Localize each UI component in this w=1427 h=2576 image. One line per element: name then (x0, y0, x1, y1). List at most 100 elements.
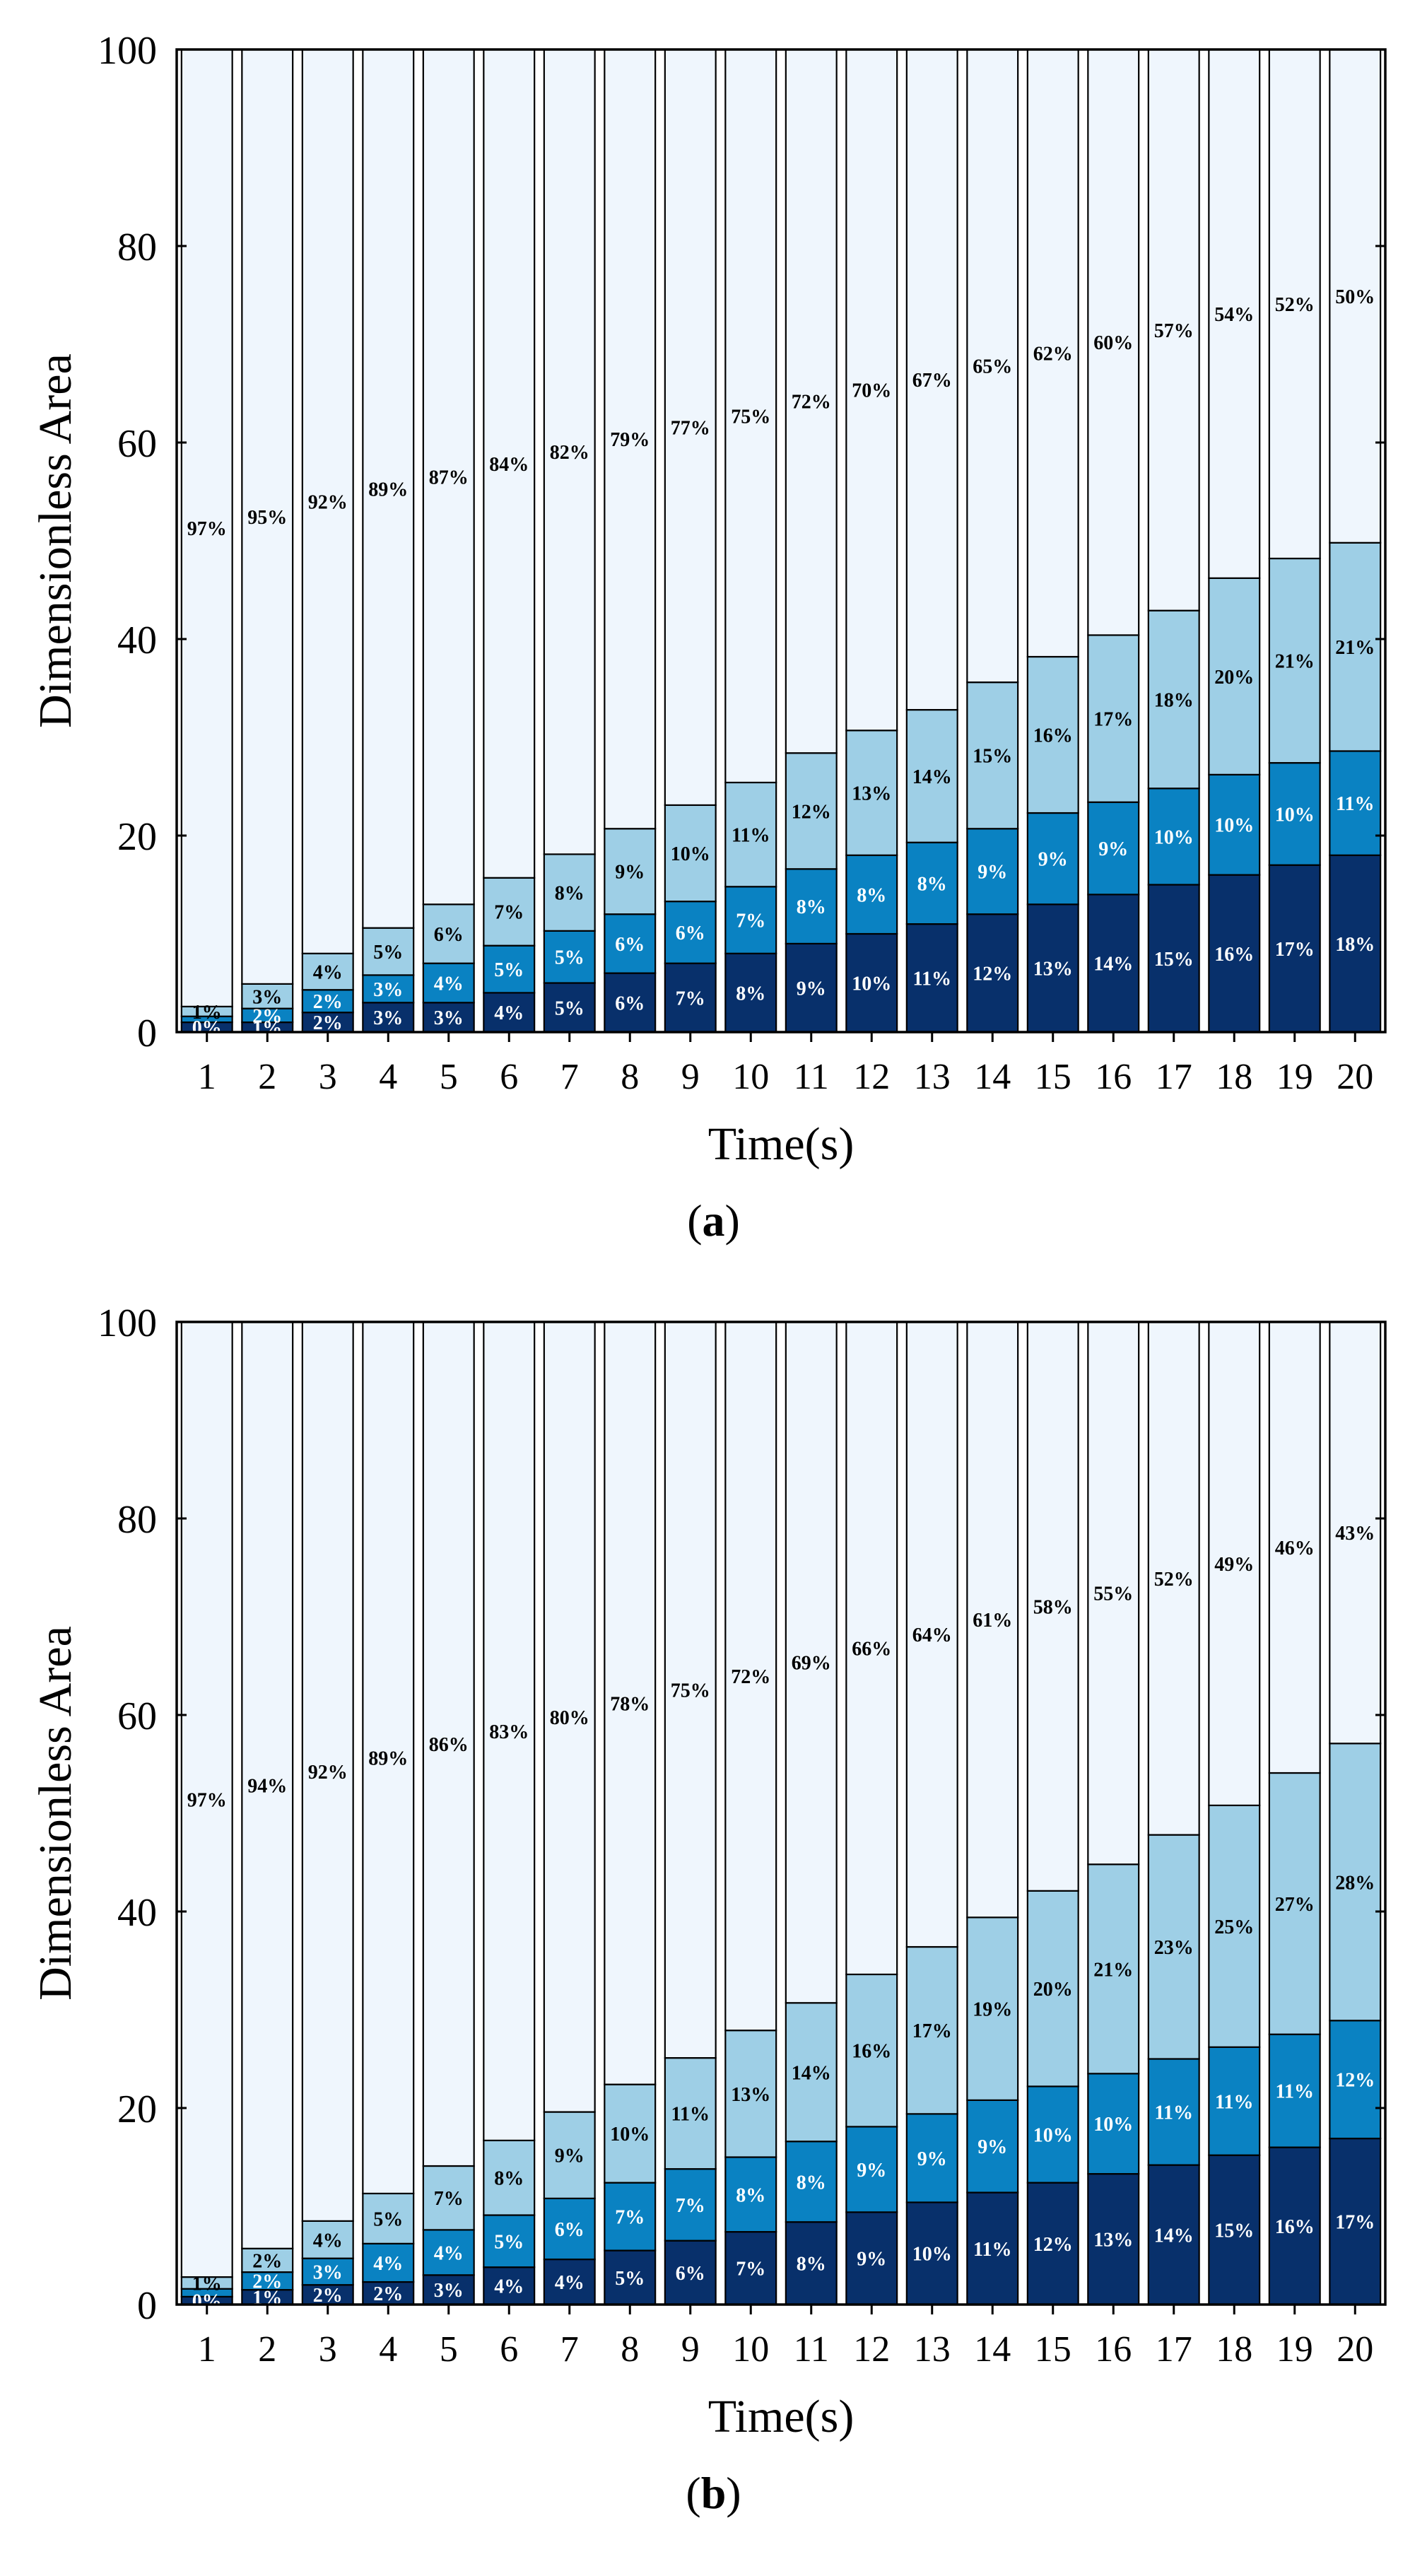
chart-a-label-layer4-20: 50% (1335, 286, 1375, 308)
chart-b-xtick-label-4: 4 (379, 2329, 397, 2370)
caption-a: (a) (687, 1195, 740, 1246)
chart-a-label-layer2-2: 2% (252, 1005, 282, 1027)
chart-b-xtick-label-16: 16 (1095, 2329, 1132, 2370)
chart-a-y-axis-title: Dimensionless Area (30, 353, 81, 728)
chart-b-ytick-label-20: 20 (117, 2088, 157, 2131)
chart-a-xtick-label-13: 13 (914, 1057, 951, 1097)
chart-a-label-layer1-6: 4% (494, 1002, 524, 1024)
chart-b-label-layer2-12: 9% (857, 2160, 886, 2182)
chart-b-label-layer4-2: 94% (247, 1775, 287, 1797)
chart-b-bar-layer1-5 (422, 2274, 475, 2306)
chart-b-label-layer1-11: 8% (797, 2254, 826, 2276)
chart-b-bar-layer1-16 (1087, 2173, 1140, 2306)
chart-a-xtick-label-8: 8 (621, 1057, 639, 1097)
chart-a-bar-layer4-20 (1329, 48, 1382, 544)
chart-b-ytick-label-100: 100 (98, 1301, 157, 1345)
chart-a-bar-layer1-18 (1208, 874, 1261, 1034)
chart-b-label-layer3-17: 23% (1154, 1937, 1194, 1959)
chart-a-axes-frame (175, 48, 1387, 1034)
chart-b-xtick-label-14: 14 (974, 2329, 1011, 2370)
chart-b-xtick-label-15: 15 (1035, 2329, 1071, 2370)
chart-b-label-layer3-6: 8% (494, 2168, 524, 2190)
chart-a-bar-layer3-20 (1329, 541, 1382, 752)
chart-a-bar-layer3-6 (483, 877, 536, 947)
chart-b-label-layer4-18: 49% (1214, 1554, 1254, 1576)
chart-b-label-layer1-8: 5% (615, 2268, 645, 2290)
chart-a-xtick-label-7: 7 (560, 1057, 579, 1097)
chart-a-label-layer2-20: 11% (1336, 793, 1374, 815)
chart-a-xtick-label-15: 15 (1035, 1057, 1071, 1097)
chart-a-xtick-label-6: 6 (500, 1057, 518, 1097)
chart-b-label-layer3-19: 27% (1275, 1894, 1315, 1916)
chart-a-bar-layer3-8 (604, 828, 657, 915)
chart-b-bar-layer4-20 (1329, 1321, 1382, 1745)
chart-a-xtick-label-5: 5 (440, 1057, 458, 1097)
chart-b-label-layer3-12: 16% (852, 2041, 891, 2063)
chart-b-xtick-label-11: 11 (794, 2329, 829, 2370)
chart-b-label-layer2-14: 9% (977, 2136, 1007, 2158)
chart-a-label-layer3-5: 6% (434, 924, 464, 946)
chart-a-label-layer2-9: 6% (676, 923, 705, 944)
chart-a-label-layer2-12: 8% (857, 884, 886, 906)
chart-a-bar-layer1-6 (483, 992, 536, 1034)
chart-b-label-layer2-4: 4% (373, 2253, 403, 2275)
chart-a-bar-layer3-4 (362, 927, 415, 976)
chart-a-label-layer2-14: 9% (977, 862, 1007, 884)
chart-b-label-layer2-10: 8% (736, 2184, 765, 2206)
chart-a-xtick-label-10: 10 (732, 1057, 769, 1097)
chart-a-label-layer1-12: 10% (852, 973, 891, 995)
chart-a-label-layer2-11: 8% (797, 896, 826, 918)
chart-a-label-layer4-11: 72% (792, 392, 831, 414)
chart-a-bar-layer2-7 (543, 930, 596, 984)
chart-b-label-layer3-20: 28% (1335, 1872, 1375, 1894)
chart-b-bar-layer4-6 (483, 1321, 536, 2141)
chart-b-label-layer3-16: 21% (1093, 1959, 1133, 1981)
chart-b-label-layer2-17: 11% (1155, 2102, 1193, 2124)
chart-b-bar-layer4-19 (1268, 1321, 1321, 1774)
chart-b-label-layer4-6: 83% (489, 1721, 529, 1743)
caption-b-letter: b (700, 2468, 727, 2518)
chart-b-xtick-label-10: 10 (732, 2329, 769, 2370)
chart-a-xtick-label-19: 19 (1276, 1057, 1313, 1097)
chart-b-label-layer2-7: 6% (555, 2219, 585, 2241)
chart-b-ytick-label-0: 0 (137, 2284, 157, 2328)
chart-a-bar-layer1-7 (543, 982, 596, 1034)
chart-b-bar-layer3-15 (1026, 1890, 1079, 2088)
chart-a-xtick-label-14: 14 (974, 1057, 1011, 1097)
chart-a-label-layer4-4: 89% (368, 479, 408, 500)
chart-a-bar-layer3-17 (1147, 609, 1200, 790)
chart-a-label-layer2-6: 5% (494, 959, 524, 981)
chart-b-bar-layer4-4 (362, 1321, 415, 2195)
chart-a-label-layer1-20: 18% (1335, 934, 1375, 956)
chart-a-label-layer4-6: 84% (489, 454, 529, 476)
chart-a-bar-layer3-3 (301, 952, 354, 991)
chart-a-bar-layer4-19 (1268, 48, 1321, 560)
chart-a-label-layer3-19: 21% (1275, 651, 1315, 673)
chart-a-label-layer4-12: 70% (852, 380, 891, 402)
chart-a-label-layer1-3: 2% (313, 1012, 343, 1034)
chart-a-label-layer4-9: 77% (671, 417, 710, 439)
chart-a-xtick-label-2: 2 (258, 1057, 276, 1097)
chart-b-label-layer1-13: 10% (912, 2244, 952, 2266)
chart-a-xtick-label-1: 1 (198, 1057, 216, 1097)
chart-a-ytick-label-40: 40 (117, 619, 157, 662)
chart-a-bar-layer3-15 (1026, 655, 1079, 814)
chart-b-bar-layer4-2 (241, 1321, 294, 2249)
chart-a-bar-layer1-8 (604, 972, 657, 1034)
chart-b-label-layer1-6: 4% (494, 2276, 524, 2298)
chart-a-bar-layer2-13 (905, 841, 958, 925)
chart-a-bar-layer2-8 (604, 913, 657, 974)
chart-b-label-layer1-5: 3% (434, 2280, 464, 2302)
chart-a-bar-layer4-7 (543, 48, 596, 855)
chart-b-bar-layer2-8 (604, 2182, 657, 2252)
chart-a-bar-layer1-13 (905, 923, 958, 1034)
chart-b-xtick-label-3: 3 (319, 2329, 337, 2370)
chart-a-label-layer3-6: 7% (494, 902, 524, 924)
chart-a-ytick-label-100: 100 (98, 29, 157, 73)
chart-b-label-layer4-5: 86% (429, 1734, 469, 1756)
chart-b-bar-layer2-7 (543, 2197, 596, 2261)
chart-a-bar-layer4-16 (1087, 48, 1140, 636)
chart-b-label-layer4-4: 89% (368, 1747, 408, 1769)
chart-b-label-layer1-14: 11% (973, 2239, 1011, 2261)
caption-b: (b) (686, 2468, 741, 2518)
